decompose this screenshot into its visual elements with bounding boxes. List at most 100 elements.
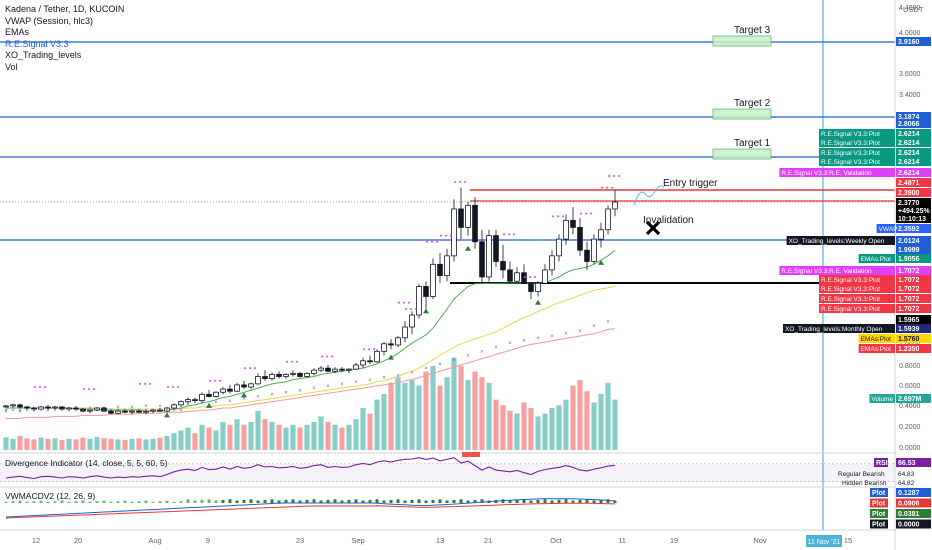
indicator-label-box[interactable] — [819, 284, 895, 293]
macd-name-box[interactable] — [870, 498, 888, 508]
candle-body[interactable] — [213, 391, 219, 397]
candle-body[interactable] — [381, 343, 387, 352]
indicator-emas[interactable]: EMAs — [5, 27, 30, 37]
candle-body[interactable] — [297, 372, 303, 377]
candle-body[interactable] — [563, 219, 569, 240]
candle-body[interactable] — [234, 384, 240, 392]
macd-name-box[interactable] — [870, 488, 888, 497]
candle-body[interactable] — [241, 384, 247, 388]
macd-title[interactable]: VWMACDV2 (12, 26, 9) — [5, 491, 95, 501]
price-label-box[interactable] — [896, 129, 931, 138]
candle-body[interactable] — [451, 208, 457, 257]
indicator-resignal[interactable]: R.E.Signal V3.3 — [5, 38, 69, 49]
price-label-box[interactable] — [896, 254, 931, 263]
price-label-box[interactable] — [896, 138, 931, 147]
rsi-pane[interactable]: Divergence Indicator (14, close, 5, 5, 6… — [0, 452, 895, 482]
price-label-box[interactable] — [896, 198, 931, 207]
candle-body[interactable] — [185, 399, 191, 403]
indicator-label-box[interactable] — [876, 224, 895, 233]
candle-body[interactable] — [339, 368, 345, 371]
indicator-label-box[interactable] — [869, 394, 895, 403]
candle-body[interactable] — [346, 368, 352, 371]
price-label-box[interactable] — [896, 304, 931, 313]
indicator-xo-levels[interactable]: XO_Trading_levels — [5, 50, 82, 60]
candle-body[interactable] — [150, 409, 156, 412]
candle-body[interactable] — [171, 404, 177, 409]
candle-body[interactable] — [556, 238, 562, 257]
rsi-value-box[interactable] — [896, 458, 931, 467]
indicator-vwap[interactable]: VWAP (Session, hlc3) — [5, 15, 94, 26]
indicator-label-box[interactable] — [819, 157, 895, 166]
macd-name-box[interactable] — [870, 519, 888, 529]
candle-body[interactable] — [353, 364, 359, 370]
candle-body[interactable] — [304, 372, 310, 377]
price-label-box[interactable] — [896, 315, 931, 324]
candle-body[interactable] — [521, 272, 527, 284]
candle-body[interactable] — [192, 399, 198, 402]
candle-body[interactable] — [38, 406, 44, 410]
indicator-label-box[interactable] — [779, 266, 895, 275]
indicator-label-box[interactable] — [858, 344, 895, 353]
target-label[interactable]: Target 2 — [734, 98, 771, 109]
indicator-label-box[interactable] — [858, 254, 895, 263]
candle-body[interactable] — [325, 367, 331, 372]
candle-body[interactable] — [493, 235, 499, 262]
candle-body[interactable] — [577, 226, 583, 251]
price-label-box[interactable] — [896, 334, 931, 343]
candle-body[interactable] — [507, 269, 513, 282]
invalidation-label[interactable]: Invalidation — [643, 215, 694, 226]
candle-body[interactable] — [276, 373, 282, 377]
candle-body[interactable] — [465, 204, 471, 228]
candle-body[interactable] — [535, 282, 541, 292]
candle-body[interactable] — [318, 367, 324, 371]
candle-body[interactable] — [430, 263, 436, 297]
price-label-box[interactable] — [896, 236, 931, 245]
candle-body[interactable] — [17, 404, 23, 408]
candle-body[interactable] — [472, 204, 478, 243]
target-label[interactable]: Target 3 — [734, 25, 771, 36]
candle-body[interactable] — [311, 369, 317, 374]
candle-body[interactable] — [542, 269, 548, 284]
candle-body[interactable] — [479, 241, 485, 278]
candle-body[interactable] — [52, 406, 58, 409]
price-label-box[interactable] — [896, 119, 931, 128]
candle-body[interactable] — [409, 314, 415, 328]
candle-body[interactable] — [360, 360, 366, 366]
indicator-label-box[interactable] — [786, 236, 895, 245]
candle-body[interactable] — [283, 373, 289, 377]
price-label-box[interactable] — [896, 214, 931, 223]
target-zone[interactable] — [712, 35, 772, 47]
candle-body[interactable] — [500, 261, 506, 271]
candle-body[interactable] — [584, 249, 590, 262]
candle-body[interactable] — [248, 383, 254, 388]
candle-body[interactable] — [115, 410, 121, 414]
macd-value-box[interactable] — [896, 509, 931, 518]
candle-body[interactable] — [374, 350, 380, 363]
price-label-box[interactable] — [896, 284, 931, 293]
candle-body[interactable] — [59, 406, 65, 410]
candle-body[interactable] — [10, 404, 16, 407]
candle-body[interactable] — [269, 373, 275, 379]
candle-body[interactable] — [227, 388, 233, 392]
candle-body[interactable] — [73, 407, 79, 410]
price-label-box[interactable] — [896, 148, 931, 157]
candle-body[interactable] — [605, 208, 611, 231]
candle-body[interactable] — [87, 409, 93, 412]
indicator-label-box[interactable] — [819, 129, 895, 138]
macd-pane[interactable]: VWMACDV2 (12, 26, 9) — [4, 491, 617, 519]
price-label-box[interactable] — [896, 275, 931, 284]
target-zone[interactable] — [712, 148, 772, 160]
target-label[interactable]: Target 1 — [734, 138, 771, 149]
price-label-box[interactable] — [896, 324, 931, 333]
candle-body[interactable] — [514, 272, 520, 282]
candle-body[interactable] — [528, 283, 534, 292]
price-label-box[interactable] — [896, 266, 931, 275]
indicator-label-box[interactable] — [858, 334, 895, 343]
price-label-box[interactable] — [896, 206, 931, 215]
candle-body[interactable] — [416, 286, 422, 316]
indicator-label-box[interactable] — [819, 304, 895, 313]
candle-body[interactable] — [80, 408, 86, 412]
candle-body[interactable] — [486, 235, 492, 278]
